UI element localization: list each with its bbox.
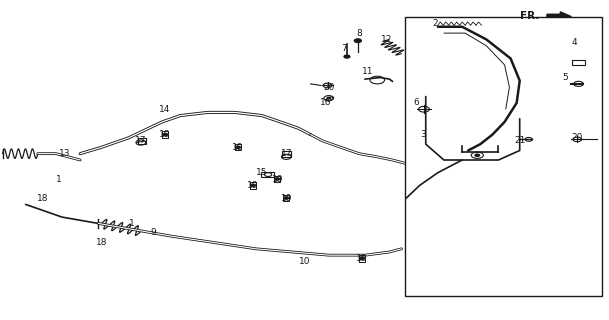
Circle shape bbox=[360, 257, 365, 260]
Text: 16: 16 bbox=[320, 99, 331, 108]
Circle shape bbox=[236, 146, 240, 148]
Circle shape bbox=[250, 184, 255, 187]
Text: 4: 4 bbox=[571, 38, 577, 47]
FancyBboxPatch shape bbox=[404, 17, 602, 296]
Text: 10: 10 bbox=[299, 257, 310, 266]
Text: 18: 18 bbox=[96, 238, 107, 247]
Bar bbox=[282, 151, 290, 157]
Text: FR.: FR. bbox=[520, 11, 540, 21]
Text: 1: 1 bbox=[56, 174, 62, 184]
FancyArrow shape bbox=[547, 12, 571, 21]
Text: 18: 18 bbox=[37, 194, 48, 203]
Bar bbox=[138, 138, 146, 144]
Bar bbox=[261, 172, 274, 178]
Text: 19: 19 bbox=[272, 174, 283, 184]
Text: 19: 19 bbox=[356, 254, 368, 263]
Text: 19: 19 bbox=[160, 130, 171, 139]
Text: 1: 1 bbox=[129, 219, 135, 228]
Text: 7: 7 bbox=[341, 44, 347, 53]
Text: 20: 20 bbox=[572, 133, 583, 142]
Circle shape bbox=[275, 178, 280, 180]
Circle shape bbox=[344, 55, 350, 58]
Text: 15: 15 bbox=[256, 168, 268, 177]
Text: 19: 19 bbox=[281, 194, 292, 203]
Circle shape bbox=[475, 154, 480, 156]
Text: 14: 14 bbox=[160, 105, 171, 114]
Bar bbox=[572, 60, 585, 65]
Text: 20: 20 bbox=[323, 83, 334, 92]
Text: 5: 5 bbox=[562, 73, 568, 82]
Text: 11: 11 bbox=[362, 67, 374, 76]
Text: 3: 3 bbox=[420, 130, 426, 139]
Text: 12: 12 bbox=[381, 35, 392, 44]
Text: 2: 2 bbox=[432, 19, 438, 28]
Text: 9: 9 bbox=[150, 228, 156, 237]
Text: 13: 13 bbox=[59, 149, 71, 158]
Text: 8: 8 bbox=[356, 28, 362, 38]
Circle shape bbox=[327, 97, 331, 99]
Text: 19: 19 bbox=[247, 181, 259, 190]
Text: 19: 19 bbox=[232, 143, 244, 152]
Circle shape bbox=[163, 133, 167, 136]
Text: 6: 6 bbox=[414, 99, 420, 108]
Circle shape bbox=[354, 39, 362, 43]
Text: 21: 21 bbox=[514, 136, 526, 146]
Text: 17: 17 bbox=[135, 136, 147, 146]
Text: 17: 17 bbox=[281, 149, 292, 158]
Circle shape bbox=[284, 197, 289, 199]
